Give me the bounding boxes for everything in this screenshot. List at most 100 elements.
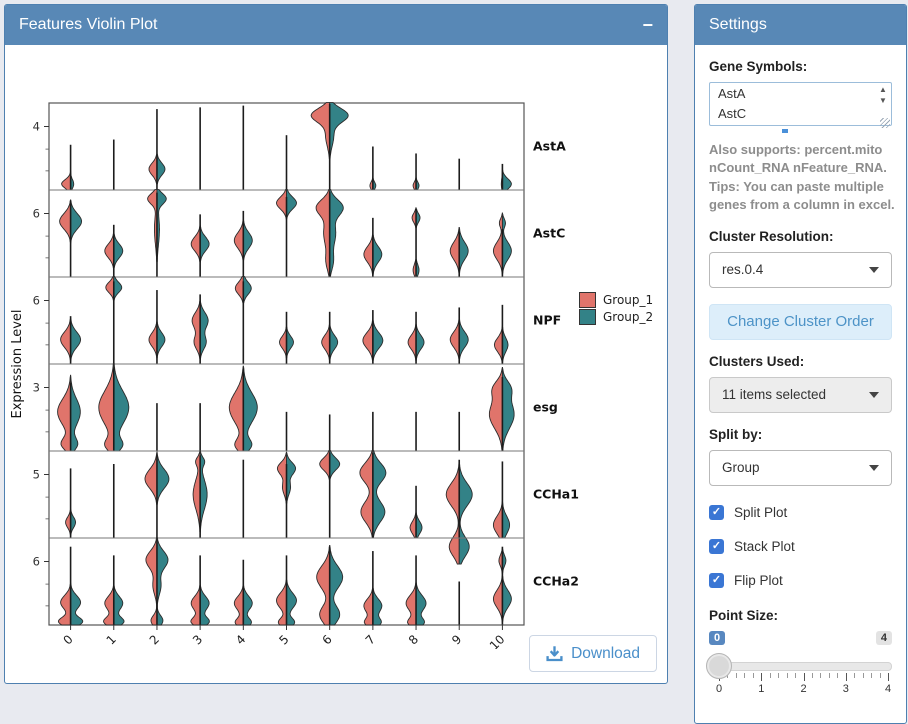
violin-CCHa2-4: [242, 584, 253, 626]
violin-NPF-3: [199, 299, 209, 361]
violin-NPF-6: [321, 323, 331, 362]
violin-CCHa2-7: [372, 586, 383, 626]
violin-CCHa2-1: [113, 584, 125, 626]
download-icon: [546, 646, 563, 662]
flip-plot-label: Flip Plot: [734, 572, 783, 588]
violin-CCHa2-4: [233, 584, 244, 626]
violin-esg-0: [57, 374, 72, 452]
violin-NPF-5: [279, 326, 287, 359]
violin-AstA-6: [310, 102, 331, 161]
violin-CCHa2-5: [286, 579, 297, 626]
violin-esg-10: [488, 367, 503, 452]
violin-CCHa2-2: [156, 537, 169, 626]
violin-AstC-2: [147, 189, 158, 264]
split-by-value: Group: [722, 460, 760, 476]
settings-panel-title: Settings: [709, 16, 767, 33]
download-label: Download: [571, 644, 640, 662]
violin-AstC-3: [190, 224, 201, 264]
change-cluster-order-button[interactable]: Change Cluster Order: [709, 303, 892, 340]
scroll-up-icon[interactable]: ▲: [879, 85, 887, 94]
y-axis-title: Expression Level: [10, 309, 25, 418]
settings-panel: Settings Gene Symbols: AstA AstC ▲ ▼ Als…: [694, 4, 907, 724]
violin-NPF-2: [156, 320, 166, 360]
violin-NPF-9: [458, 317, 469, 361]
split-by-select[interactable]: Group: [709, 449, 892, 486]
clusters-used-select[interactable]: 11 items selected: [709, 376, 892, 413]
violin-NPF-4: [242, 276, 252, 305]
plot-panel-header: Features Violin Plot −: [5, 5, 667, 45]
violin-AstC-0: [70, 199, 83, 244]
clusters-used-value: 11 items selected: [722, 387, 827, 403]
violin-CCHa2-0: [57, 582, 72, 626]
violin-AstC-0: [59, 199, 72, 244]
violin-CCHa2-0: [70, 582, 84, 626]
violin-NPF-1: [105, 276, 115, 302]
violin-CCHa1-6: [319, 450, 331, 482]
plot-legend: Group_1 Group_2: [579, 291, 653, 325]
slider-handle[interactable]: [706, 652, 732, 679]
violin-AstA-6: [329, 102, 349, 161]
x-tick-label: 6: [320, 632, 335, 647]
gene-symbols-input[interactable]: AstA AstC: [709, 82, 892, 126]
violin-CCHa2-5: [276, 579, 287, 626]
chevron-down-icon: [869, 464, 879, 471]
violin-CCHa1-9: [458, 461, 473, 565]
x-tick-label: 7: [363, 632, 378, 647]
legend-label: Group_1: [603, 292, 654, 307]
stack-plot-label: Stack Plot: [734, 538, 795, 554]
violin-NPF-6: [329, 323, 339, 362]
slider-track[interactable]: [709, 661, 892, 671]
violin-NPF-8: [415, 323, 425, 362]
scroll-down-icon[interactable]: ▼: [879, 96, 887, 105]
textarea-scrollbar[interactable]: ▲ ▼: [876, 84, 890, 106]
gene-label: CCHa1: [533, 487, 579, 502]
violin-NPF-0: [60, 317, 72, 362]
gene-symbols-label: Gene Symbols:: [709, 59, 808, 74]
violin-esg-1: [113, 363, 130, 452]
textarea-resize-grip[interactable]: [880, 118, 890, 128]
violin-CCHa2-6: [329, 544, 344, 626]
flip-plot-row: ✓ Flip Plot: [709, 572, 892, 588]
slider-max-badge: 4: [875, 630, 892, 645]
legend-item: Group_2: [579, 308, 653, 325]
gene-label: CCHa2: [533, 574, 579, 589]
flip-plot-checkbox[interactable]: ✓: [709, 572, 724, 588]
x-tick-label: 9: [449, 632, 464, 647]
violin-AstC-5: [276, 189, 287, 220]
settings-panel-header: Settings: [695, 5, 906, 45]
violin-AstC-2: [156, 189, 167, 264]
x-tick-label: 5: [276, 632, 291, 647]
violin-AstC-6: [315, 189, 331, 278]
violin-AstC-9: [458, 226, 469, 275]
violin-NPF-8: [407, 323, 417, 362]
violin-CCHa1-6: [329, 450, 341, 482]
violin-AstC-9: [449, 226, 460, 275]
stack-plot-checkbox[interactable]: ✓: [709, 538, 724, 554]
violin-NPF-7: [362, 319, 374, 362]
violin-AstC-10: [501, 212, 512, 275]
split-plot-checkbox[interactable]: ✓: [709, 504, 724, 520]
violin-AstC-4: [233, 219, 244, 262]
violin-CCHa1-7: [359, 450, 374, 539]
slider-value-badge: 0: [709, 630, 726, 645]
svg-text:4: 4: [33, 119, 40, 133]
x-tick-label: 3: [190, 632, 205, 647]
violin-CCHa2-2: [145, 537, 158, 626]
svg-text:3: 3: [33, 380, 40, 394]
violin-NPF-4: [234, 276, 244, 305]
stack-plot-row: ✓ Stack Plot: [709, 538, 892, 554]
violin-AstA-2: [148, 153, 158, 186]
cluster-resolution-select[interactable]: res.0.4: [709, 251, 892, 288]
split-plot-label: Split Plot: [734, 504, 788, 520]
legend-label: Group_2: [603, 309, 654, 324]
violin-esg-10: [501, 367, 515, 452]
chevron-down-icon: [869, 266, 879, 273]
x-tick-label: 1: [104, 632, 119, 647]
collapse-icon[interactable]: −: [642, 15, 653, 35]
plot-panel-title: Features Violin Plot: [19, 16, 158, 33]
violin-CCHa2-8: [405, 581, 417, 626]
violin-CCHa2-6: [316, 544, 331, 626]
violin-plot-panel: Features Violin Plot − 4 AstA 6 AstC 6 NPF 3 es…: [4, 4, 668, 684]
violin-NPF-2: [148, 320, 158, 360]
download-button[interactable]: Download: [529, 635, 657, 672]
